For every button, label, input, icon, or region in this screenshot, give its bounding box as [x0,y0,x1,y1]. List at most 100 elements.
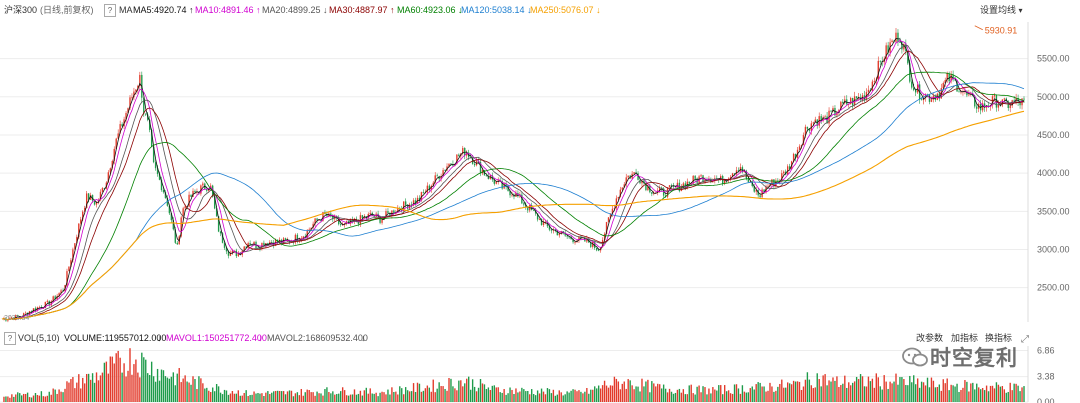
volume-bar [9,397,11,402]
candle-body [221,233,224,243]
volume-bar [349,394,352,402]
volume-bar [976,383,978,402]
volume-bar [814,387,816,402]
volume-bar [156,368,159,402]
candle-body [338,218,340,225]
candle-body [330,213,332,217]
candle-body [76,236,78,244]
volume-bar [306,389,308,402]
volume-bar [834,380,836,402]
volume-bar [123,363,125,402]
volume-bar [78,374,80,402]
volume-help-icon[interactable]: ? [4,332,16,345]
volume-bar [316,391,318,402]
candle-body [930,99,933,102]
volume-bar [985,385,988,402]
volume-bar [320,393,322,402]
volume-bar [930,377,933,402]
candle-body [158,174,161,180]
volume-bar [182,378,184,402]
volume-bar [253,391,255,402]
candle-body [265,243,267,247]
volume-bar [257,393,259,402]
volume-bar [928,387,931,402]
volume-bar [920,381,923,402]
volume-bar [552,389,555,402]
candle-body [143,97,145,114]
volume-bar [911,382,913,402]
candle-body [284,238,287,241]
volume-bar [288,390,291,402]
expand-icon[interactable]: ⤢ [1021,334,1029,345]
volume-bar [865,386,868,402]
volume-bar [751,386,753,402]
volume-bar [621,383,623,402]
volume-bar [150,361,153,402]
volume-bar [497,387,499,402]
candle-body [808,128,811,131]
volume-bar [556,394,558,402]
volume-bar [32,395,35,402]
candle-body [605,222,608,234]
candle-body [389,212,391,217]
candle-body [623,184,625,188]
candle-body [381,219,383,223]
volume-bar [361,395,364,402]
candle-body [414,200,417,204]
volume-bar [174,385,176,402]
volume-bar [779,383,781,402]
volume-bar [143,357,145,402]
volume-bar [166,377,169,402]
volume-bar [828,380,830,402]
candle-body [148,119,151,130]
candle-body [253,241,255,246]
candle-body [842,101,844,104]
volume-bar [318,393,320,402]
candle-body [495,181,497,184]
volume-bar [129,348,131,402]
volume-bar [722,394,724,402]
volume-bar [397,394,399,402]
volume-bar [605,385,608,402]
volume-bar [649,392,651,402]
volume-bar [743,391,746,402]
volume-bar [485,389,488,402]
volume-bar [913,375,915,402]
ma-trend-icon: ↑ [189,5,194,15]
volume-bar [446,390,448,402]
volume-bar [710,393,712,402]
candle-body [145,113,147,115]
candle-body [590,242,592,247]
y-tick-label: 4500.00 [1037,130,1070,140]
candle-body [594,241,596,248]
candle-body [316,218,318,221]
volume-bar [938,384,941,402]
candle-body [52,296,54,302]
volume-bar [897,384,899,402]
candle-body [1011,100,1013,106]
modify-params-button[interactable]: 改参数 [916,333,944,343]
switch-indicator-button[interactable]: 换指标 [985,333,1013,343]
ma-help-icon[interactable]: ? [104,4,116,17]
volume-bar [651,381,653,402]
candle-body [397,208,399,213]
add-indicator-button[interactable]: 加指标 [951,333,979,343]
volume-bar [338,393,340,402]
candle-body [322,212,324,221]
volume-bar [970,383,972,402]
candle-body [968,94,970,96]
volume-bar [312,392,314,402]
volume-bar [44,396,47,402]
candle-body [909,63,911,82]
mavol2-trend-icon: ↓ [361,333,366,343]
ma-settings-button[interactable]: 设置均线 ▾ [980,0,1023,21]
candle-body [1003,98,1006,100]
candle-body [422,192,425,193]
candle-body [836,112,838,116]
volume-bar [660,388,663,402]
volume-bar [438,382,440,402]
volume-bar [1017,385,1019,402]
candle-body [851,97,854,106]
candle-body [592,241,594,247]
candle-body [219,231,222,234]
